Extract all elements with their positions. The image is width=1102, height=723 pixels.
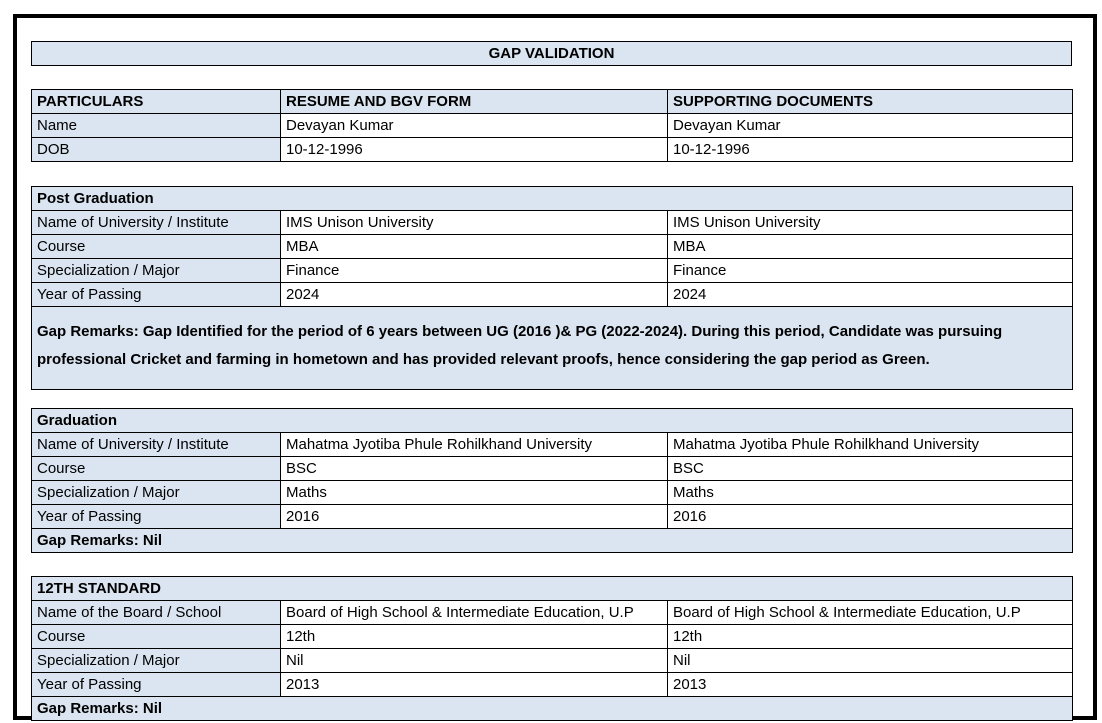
gap-remarks-row: Gap Remarks: Nil (30, 528, 1074, 553)
row-label-dob: DOB (31, 137, 281, 162)
post-graduation-table: Post Graduation Name of University / Ins… (31, 186, 1073, 390)
section-heading-12th-standard: 12TH STANDARD (31, 576, 1073, 601)
document-title-bar: GAP VALIDATION (31, 41, 1072, 66)
table-header-row: PARTICULARS RESUME AND BGV FORM SUPPORTI… (31, 89, 1073, 114)
table-row-university: Name of University / Institute IMS Uniso… (31, 210, 1073, 235)
table-row-year: Year of Passing 2016 2016 (31, 504, 1074, 529)
value-year-supporting: 2024 (667, 282, 1073, 307)
row-label-year: Year of Passing (31, 282, 281, 307)
value-year-supporting: 2016 (666, 504, 1074, 529)
table-row-course: Course 12th 12th (31, 624, 1073, 649)
twelfth-standard-table: 12TH STANDARD Name of the Board / School… (31, 576, 1073, 721)
value-specialization-resume: Nil (280, 648, 668, 673)
column-header-particulars: PARTICULARS (31, 89, 281, 114)
column-header-resume-bgv: RESUME AND BGV FORM (280, 89, 668, 114)
value-board-supporting: Board of High School & Intermediate Educ… (667, 600, 1073, 625)
row-label-university: Name of University / Institute (31, 210, 281, 235)
row-label-specialization: Specialization / Major (31, 648, 281, 673)
row-label-specialization: Specialization / Major (31, 258, 281, 283)
table-row-name: Name Devayan Kumar Devayan Kumar (31, 113, 1073, 138)
gap-remarks-post-graduation: Gap Remarks: Gap Identified for the peri… (31, 306, 1073, 390)
row-label-year: Year of Passing (31, 672, 281, 697)
gap-remarks-row: Gap Remarks: Gap Identified for the peri… (31, 306, 1073, 390)
value-year-resume: 2016 (280, 504, 668, 529)
value-year-resume: 2024 (280, 282, 668, 307)
value-dob-supporting: 10-12-1996 (667, 137, 1073, 162)
gap-remarks-row: Gap Remarks: Nil (31, 696, 1073, 721)
value-dob-resume: 10-12-1996 (280, 137, 668, 162)
value-name-resume: Devayan Kumar (280, 113, 668, 138)
section-heading-row: Post Graduation (31, 186, 1073, 211)
row-label-course: Course (31, 456, 281, 481)
section-heading-graduation: Graduation (30, 408, 1074, 433)
table-row-specialization: Specialization / Major Nil Nil (31, 648, 1073, 673)
column-header-supporting-docs: SUPPORTING DOCUMENTS (667, 89, 1073, 114)
table-row-year: Year of Passing 2024 2024 (31, 282, 1073, 307)
table-row-course: Course MBA MBA (31, 234, 1073, 259)
table-row-specialization: Specialization / Major Maths Maths (31, 480, 1074, 505)
value-specialization-supporting: Nil (667, 648, 1073, 673)
row-label-year: Year of Passing (31, 504, 281, 529)
value-name-supporting: Devayan Kumar (667, 113, 1073, 138)
table-row-course: Course BSC BSC (31, 456, 1074, 481)
value-university-resume: IMS Unison University (280, 210, 668, 235)
row-label-course: Course (31, 234, 281, 259)
row-label-board: Name of the Board / School (31, 600, 281, 625)
gap-remarks-12th-standard: Gap Remarks: Nil (31, 696, 1073, 721)
value-university-resume: Mahatma Jyotiba Phule Rohilkhand Univers… (280, 432, 668, 457)
section-heading-row: 12TH STANDARD (31, 576, 1073, 601)
value-course-resume: MBA (280, 234, 668, 259)
section-heading-post-graduation: Post Graduation (31, 186, 1073, 211)
value-course-resume: BSC (280, 456, 668, 481)
row-label-university: Name of University / Institute (31, 432, 281, 457)
candidate-info-table: PARTICULARS RESUME AND BGV FORM SUPPORTI… (31, 89, 1073, 162)
gap-remarks-graduation: Gap Remarks: Nil (30, 528, 1074, 553)
value-specialization-resume: Finance (280, 258, 668, 283)
value-year-supporting: 2013 (667, 672, 1073, 697)
value-specialization-supporting: Maths (666, 480, 1074, 505)
value-course-supporting: MBA (667, 234, 1073, 259)
value-university-supporting: Mahatma Jyotiba Phule Rohilkhand Univers… (666, 432, 1074, 457)
table-row-specialization: Specialization / Major Finance Finance (31, 258, 1073, 283)
value-university-supporting: IMS Unison University (667, 210, 1073, 235)
graduation-table: Graduation Name of University / Institut… (30, 408, 1074, 553)
value-course-resume: 12th (280, 624, 668, 649)
value-course-supporting: 12th (667, 624, 1073, 649)
table-row-dob: DOB 10-12-1996 10-12-1996 (31, 137, 1073, 162)
value-board-resume: Board of High School & Intermediate Educ… (280, 600, 668, 625)
row-label-name: Name (31, 113, 281, 138)
value-year-resume: 2013 (280, 672, 668, 697)
section-heading-row: Graduation (30, 408, 1074, 433)
row-label-specialization: Specialization / Major (31, 480, 281, 505)
value-specialization-supporting: Finance (667, 258, 1073, 283)
table-row-board: Name of the Board / School Board of High… (31, 600, 1073, 625)
row-label-course: Course (31, 624, 281, 649)
table-row-university: Name of University / Institute Mahatma J… (31, 432, 1074, 457)
value-specialization-resume: Maths (280, 480, 668, 505)
value-course-supporting: BSC (666, 456, 1074, 481)
page-title: GAP VALIDATION (488, 45, 615, 62)
table-row-year: Year of Passing 2013 2013 (31, 672, 1073, 697)
